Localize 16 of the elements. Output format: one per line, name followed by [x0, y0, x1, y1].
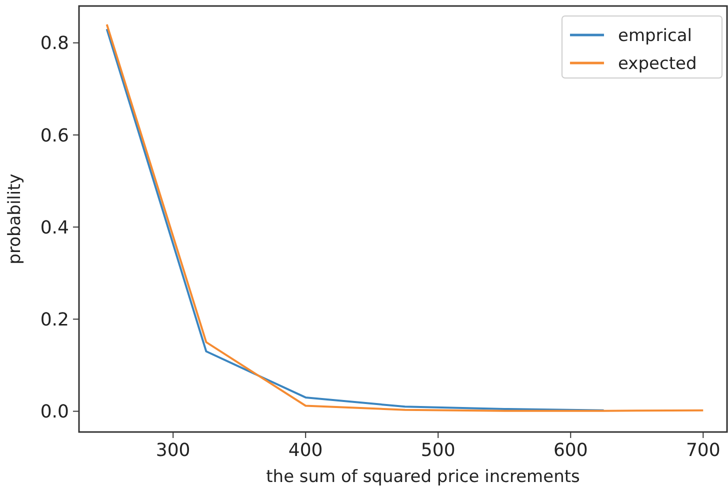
- x-axis-title: the sum of squared price increments: [266, 467, 580, 487]
- legend-label: emprical: [618, 26, 692, 46]
- line-series: [106, 28, 605, 412]
- x-tick-label: 600: [553, 440, 588, 461]
- y-tick-label: 0.8: [40, 33, 69, 54]
- y-tick-label: 0.2: [40, 309, 69, 330]
- legend-label: expected: [618, 54, 697, 74]
- y-axis-title: probability: [5, 174, 25, 264]
- x-tick-label: 300: [156, 440, 190, 461]
- x-tick-label: 500: [420, 440, 456, 461]
- y-tick-label: 0.0: [40, 402, 69, 423]
- y-tick-label: 0.4: [40, 217, 69, 238]
- line-series: [106, 23, 704, 412]
- x-tick-label: 700: [686, 440, 720, 461]
- y-tick-label: 0.6: [40, 125, 69, 146]
- x-tick-label: 400: [288, 440, 323, 461]
